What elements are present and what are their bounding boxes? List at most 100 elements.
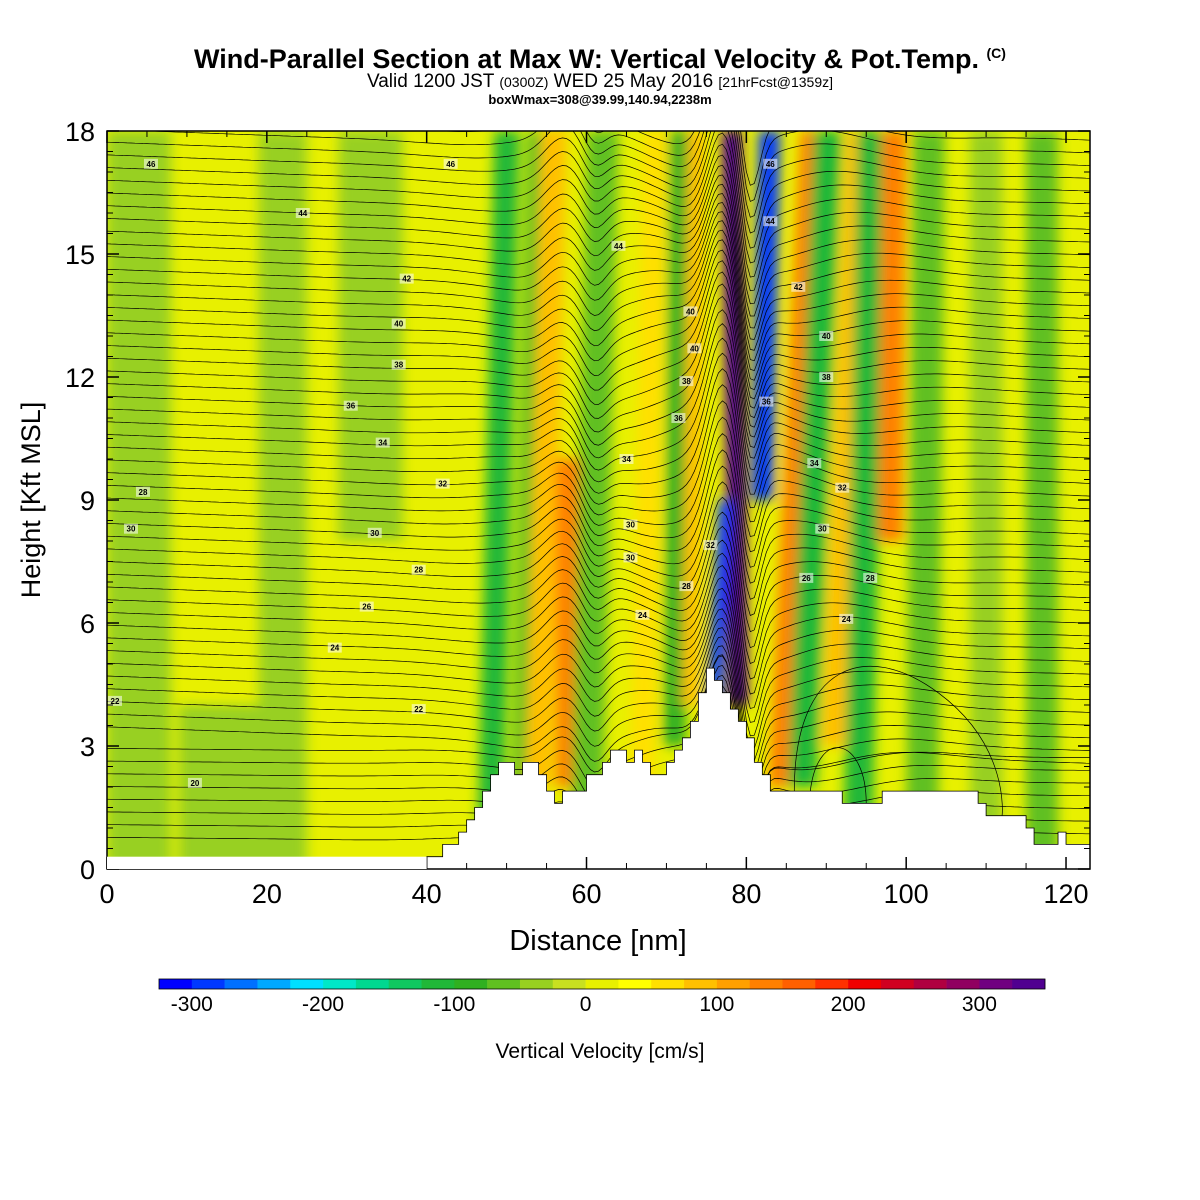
colorbar-swatch [1012, 979, 1046, 989]
svg-text:30: 30 [370, 529, 379, 538]
svg-text:28: 28 [414, 566, 423, 575]
svg-text:32: 32 [838, 484, 847, 493]
contour-label: 34 [619, 454, 634, 464]
svg-text:40: 40 [686, 307, 695, 316]
svg-text:30: 30 [626, 521, 635, 530]
colorbar-swatch [880, 979, 915, 989]
colorbar-swatch [388, 979, 422, 989]
contour-label: 46 [443, 158, 458, 169]
contour-label: 36 [343, 400, 358, 411]
contour-label: 36 [671, 413, 686, 423]
svg-text:46: 46 [446, 160, 455, 169]
contour-label: 32 [703, 540, 718, 551]
contour-label: 24 [839, 613, 854, 624]
svg-text:42: 42 [402, 275, 411, 284]
contour-label: 28 [863, 572, 878, 583]
svg-text:22: 22 [414, 705, 423, 714]
svg-text:36: 36 [762, 398, 771, 407]
contour-label: 30 [815, 523, 830, 534]
contour-label: 28 [679, 581, 694, 592]
colorbar-tick-label: 300 [962, 993, 997, 1016]
svg-text:26: 26 [362, 603, 371, 612]
svg-text:36: 36 [674, 414, 683, 423]
contour-label: 46 [763, 158, 778, 169]
contour-label: 38 [679, 376, 694, 387]
svg-text:44: 44 [614, 242, 623, 251]
colorbar-swatch [191, 979, 225, 989]
contour-label: 46 [143, 158, 158, 169]
colorbar-tick-label: -200 [302, 993, 344, 1016]
colorbar-swatch [355, 979, 390, 989]
x-tick-label: 0 [99, 879, 114, 909]
contour-label: 22 [107, 695, 122, 706]
contour-label: 32 [835, 482, 850, 493]
colorbar-tick-label: 100 [699, 993, 734, 1016]
contour-label: 34 [807, 458, 822, 469]
contour-label: 30 [623, 519, 638, 530]
contour-label: 42 [791, 281, 806, 292]
colorbar-swatch [684, 979, 718, 989]
contour-label: 44 [763, 216, 778, 227]
svg-text:40: 40 [822, 332, 831, 341]
svg-text:24: 24 [330, 644, 339, 653]
svg-text:24: 24 [638, 611, 647, 620]
contour-label: 30 [123, 523, 138, 534]
colorbar-tick-label: 0 [580, 993, 592, 1016]
colorbar-swatch [454, 979, 488, 989]
svg-text:38: 38 [394, 361, 403, 370]
terrain-profile [107, 667, 1091, 870]
contour-label: 26 [359, 601, 374, 612]
svg-text:30: 30 [818, 525, 827, 534]
svg-text:28: 28 [866, 574, 875, 583]
svg-text:34: 34 [378, 439, 387, 448]
colorbar-tick-label: 200 [831, 993, 866, 1016]
chart-title: Wind-Parallel Section at Max W: Vertical… [194, 44, 1006, 74]
colorbar-swatch [421, 979, 455, 989]
contour-label: 40 [683, 306, 698, 317]
contour-label: 40 [391, 318, 406, 329]
chart-box-info: boxWmax=308@39.99,140.94,2238m [488, 92, 712, 107]
contour-label: 40 [819, 331, 834, 341]
svg-text:44: 44 [766, 217, 775, 226]
svg-text:42: 42 [794, 283, 803, 292]
y-tick-label: 15 [65, 240, 95, 270]
svg-text:28: 28 [139, 488, 148, 497]
y-tick-label: 3 [80, 732, 95, 762]
colorbar-swatch [749, 979, 783, 989]
colorbar-tick-label: -300 [171, 993, 213, 1016]
y-tick-label: 18 [65, 117, 95, 147]
svg-text:30: 30 [127, 525, 136, 534]
svg-text:30: 30 [626, 553, 635, 562]
colorbar-swatch [519, 979, 554, 989]
colorbar-label: Vertical Velocity [cm/s] [496, 1040, 705, 1063]
colorbar: -300 -200 -100 0 100 200 300 [158, 978, 1046, 1016]
x-tick-label: 60 [571, 879, 601, 909]
colorbar-swatch [323, 979, 357, 989]
y-tick-label: 6 [80, 609, 95, 639]
contour-label: 44 [611, 240, 626, 251]
svg-text:38: 38 [822, 373, 831, 382]
x-tick-label: 120 [1043, 879, 1088, 909]
colorbar-swatch [290, 979, 324, 989]
colorbar-swatch [487, 979, 521, 989]
contour-labels: 46 46 44 44 42 40 38 36 34 32 28 30 30 28 26 24 22 22 20 40… [107, 158, 878, 788]
contour-label: 24 [327, 642, 342, 653]
svg-text:40: 40 [690, 344, 699, 353]
colorbar-swatch [913, 979, 947, 989]
y-tick-label: 12 [65, 363, 95, 393]
contour-label: 38 [391, 359, 406, 370]
colorbar-swatch [224, 979, 258, 989]
contour-label: 32 [435, 478, 450, 489]
contour-label: 42 [399, 273, 414, 284]
svg-text:20: 20 [190, 779, 199, 788]
colorbar-swatch [159, 979, 193, 989]
contour-label: 28 [411, 564, 426, 575]
svg-text:28: 28 [682, 582, 691, 591]
contour-label: 22 [411, 704, 426, 715]
svg-text:36: 36 [346, 402, 355, 411]
contour-label: 34 [375, 437, 390, 448]
x-tick-label: 40 [412, 879, 442, 909]
